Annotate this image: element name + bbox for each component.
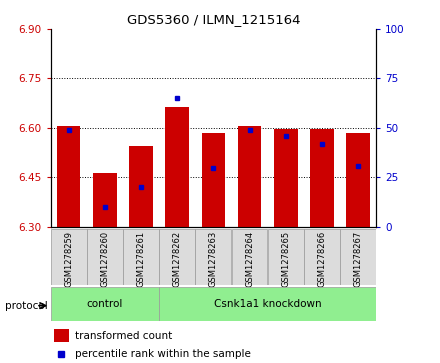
Text: GSM1278264: GSM1278264 (245, 231, 254, 287)
Bar (268, 229, 304, 285)
Text: transformed count: transformed count (75, 331, 172, 340)
Text: GSM1278263: GSM1278263 (209, 231, 218, 287)
Bar (129, 146, 153, 227)
Bar (51, 229, 87, 285)
Bar (340, 229, 376, 285)
Bar (57, 126, 81, 227)
Bar (238, 126, 261, 227)
Bar (87, 229, 123, 285)
Bar (274, 129, 297, 227)
Text: GSM1278267: GSM1278267 (354, 231, 363, 287)
Bar (346, 133, 370, 227)
Bar (51, 287, 159, 321)
Text: percentile rank within the sample: percentile rank within the sample (75, 348, 251, 359)
Text: control: control (87, 299, 123, 309)
Title: GDS5360 / ILMN_1215164: GDS5360 / ILMN_1215164 (127, 13, 300, 26)
Text: GSM1278262: GSM1278262 (173, 231, 182, 287)
Bar (310, 129, 334, 227)
Text: GSM1278260: GSM1278260 (100, 231, 110, 287)
Bar (232, 229, 268, 285)
Bar (93, 174, 117, 227)
Bar (195, 229, 231, 285)
Text: protocol: protocol (5, 301, 48, 311)
Bar (159, 229, 195, 285)
Bar (202, 133, 225, 227)
Text: Csnk1a1 knockdown: Csnk1a1 knockdown (214, 299, 322, 309)
Bar (165, 106, 189, 227)
Bar (159, 287, 376, 321)
Text: GSM1278266: GSM1278266 (317, 231, 326, 287)
Bar (304, 229, 340, 285)
Text: GSM1278259: GSM1278259 (64, 231, 73, 287)
Text: GSM1278261: GSM1278261 (136, 231, 146, 287)
Bar (123, 229, 159, 285)
Bar (54, 329, 69, 342)
Text: GSM1278265: GSM1278265 (281, 231, 290, 287)
